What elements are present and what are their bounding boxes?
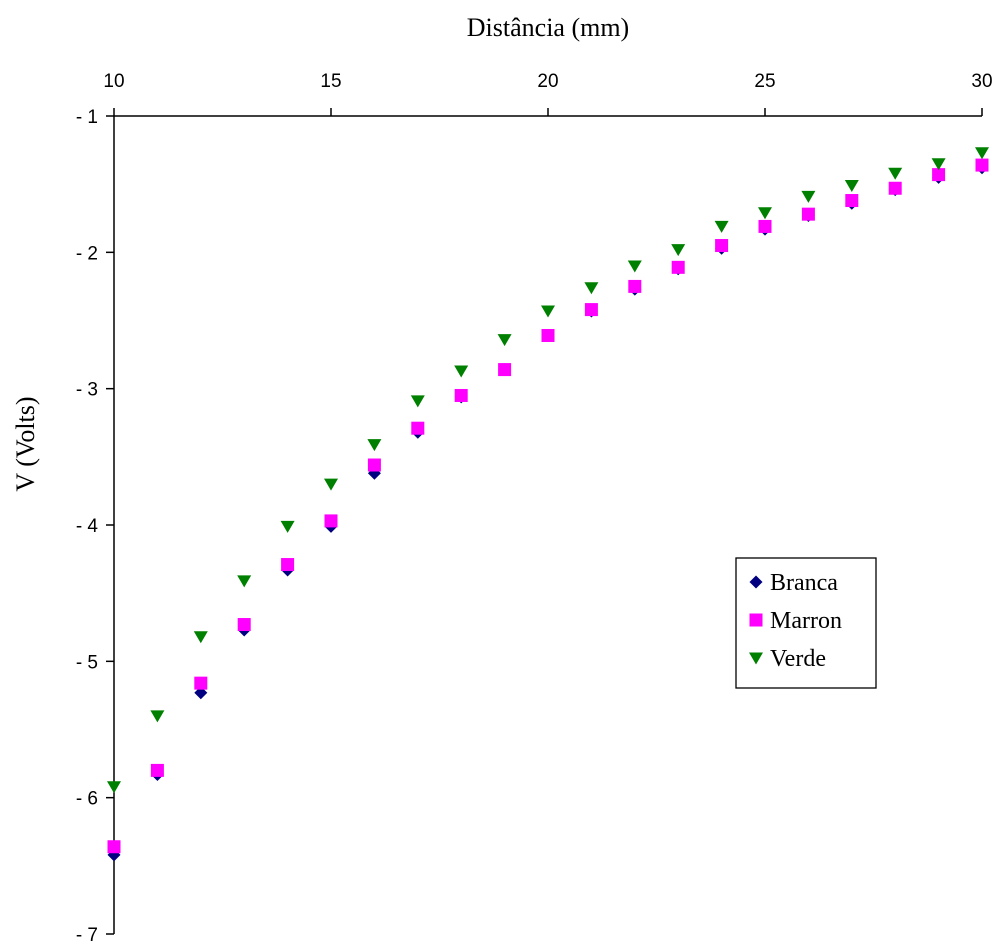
legend-marker-marron [749, 613, 763, 627]
y-tick-label: - 6 [76, 789, 98, 810]
data-point-marron [411, 421, 425, 435]
data-point-marron [194, 676, 208, 690]
data-point-marron [498, 363, 512, 377]
x-tick-label: 30 [971, 71, 992, 92]
data-point-verde [714, 220, 729, 233]
x-axis-title: Distância (mm) [467, 13, 629, 42]
data-point-marron [107, 840, 121, 854]
data-point-verde [193, 631, 208, 644]
data-points [107, 147, 989, 862]
data-point-verde [975, 147, 989, 160]
data-point-verde [367, 439, 382, 452]
data-point-verde [150, 710, 165, 723]
legend-label-branca: Branca [770, 570, 838, 596]
data-point-verde [584, 282, 599, 295]
data-point-verde [280, 520, 295, 533]
series-branca [107, 161, 989, 862]
y-tick-label: - 3 [76, 380, 98, 401]
legend: Branca Marron Verde [735, 557, 877, 689]
y-tick-label: - 1 [76, 107, 98, 128]
data-point-verde [888, 167, 903, 180]
data-point-marron [758, 219, 772, 233]
data-point-verde [627, 260, 642, 273]
y-tick-label: - 5 [76, 652, 98, 673]
x-tick-label: 25 [754, 71, 775, 92]
y-tick-label: - 4 [76, 516, 99, 537]
data-point-marron [541, 328, 555, 342]
data-point-marron [367, 458, 381, 472]
data-point-marron [975, 158, 989, 172]
x-tick-label: 15 [320, 71, 341, 92]
data-point-marron [628, 279, 642, 293]
x-tick-label: 10 [103, 71, 124, 92]
ticks: 10 15 20 25 30 - 1 - 2 - 3 - 4 - 5 - 6 - 7 [76, 71, 993, 942]
data-point-verde [758, 207, 772, 220]
data-point-marron [584, 303, 598, 317]
data-point-marron [671, 260, 685, 274]
axes [113, 115, 982, 934]
legend-marker-branca [749, 575, 763, 589]
data-point-marron [454, 388, 468, 402]
data-point-marron [150, 763, 164, 777]
data-point-marron [281, 558, 295, 572]
series-verde [107, 147, 989, 794]
data-point-verde [107, 781, 121, 794]
legend-marker-verde [749, 652, 763, 665]
series-marron [107, 158, 989, 854]
data-point-marron [237, 618, 251, 632]
data-point-marron [715, 239, 729, 253]
legend-label-verde: Verde [770, 646, 826, 672]
data-point-verde [454, 365, 469, 378]
data-point-verde [671, 244, 686, 257]
legend-label-marron: Marron [770, 608, 842, 634]
data-point-marron [932, 168, 946, 182]
data-point-verde [541, 305, 555, 318]
y-axis-title: V (Volts) [11, 396, 40, 491]
data-point-verde [410, 395, 425, 408]
data-point-marron [801, 207, 815, 221]
y-tick-label: - 7 [76, 925, 98, 942]
data-point-marron [324, 514, 338, 528]
data-point-verde [931, 158, 946, 171]
data-point-verde [844, 180, 859, 193]
data-point-verde [324, 478, 338, 491]
data-point-verde [801, 190, 816, 203]
data-point-verde [237, 575, 252, 588]
x-tick-label: 20 [537, 71, 558, 92]
data-point-marron [888, 181, 902, 195]
data-point-verde [497, 334, 512, 347]
y-tick-label: - 2 [76, 243, 98, 264]
data-point-marron [845, 194, 859, 208]
